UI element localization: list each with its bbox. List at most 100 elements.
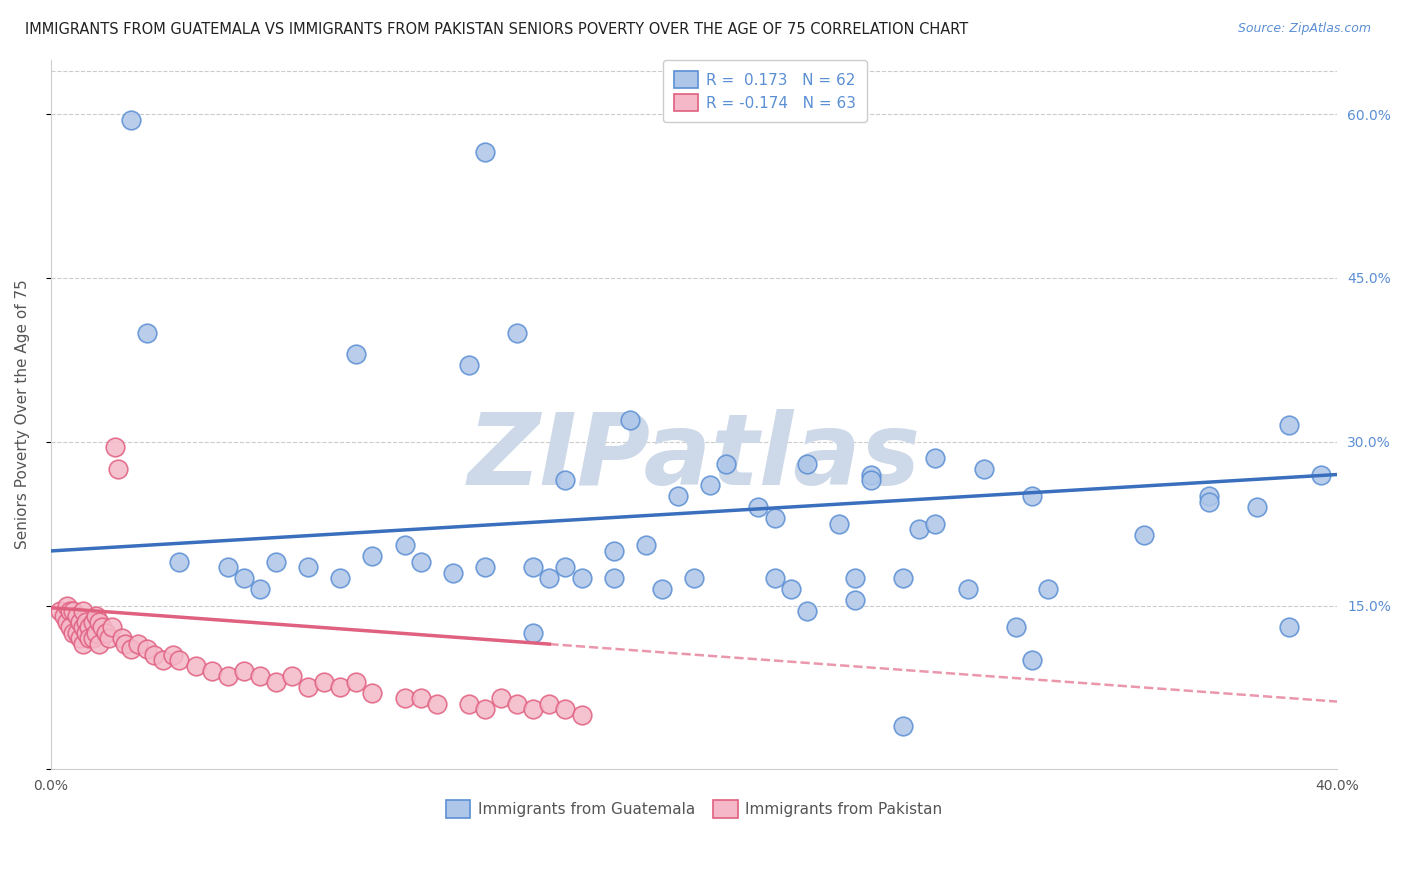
Point: [75, 625, 97, 640]
Point: [72, 604, 94, 618]
Point: [101, 620, 124, 634]
Point: [796, 457, 818, 471]
Point: [97, 632, 120, 646]
Point: [699, 478, 721, 492]
Point: [924, 451, 946, 466]
Point: [522, 625, 544, 640]
Point: [891, 571, 914, 585]
Point: [329, 571, 352, 585]
Point: [763, 571, 786, 585]
Point: [956, 582, 979, 596]
Point: [571, 571, 593, 585]
Text: Source: ZipAtlas.com: Source: ZipAtlas.com: [1237, 22, 1371, 36]
Point: [747, 500, 769, 515]
Point: [82, 632, 104, 646]
Point: [75, 615, 97, 629]
Point: [666, 489, 689, 503]
Point: [201, 664, 224, 678]
Point: [538, 571, 561, 585]
Point: [120, 642, 142, 657]
Point: [924, 516, 946, 531]
Point: [828, 516, 851, 531]
Point: [169, 555, 191, 569]
Point: [84, 609, 107, 624]
Point: [844, 571, 866, 585]
Point: [763, 511, 786, 525]
Point: [49, 604, 72, 618]
Point: [72, 637, 94, 651]
Point: [409, 555, 432, 569]
Point: [602, 571, 624, 585]
Point: [602, 544, 624, 558]
Point: [107, 462, 129, 476]
Point: [908, 522, 931, 536]
Point: [136, 642, 159, 657]
Point: [65, 625, 87, 640]
Point: [554, 473, 576, 487]
Point: [136, 326, 159, 340]
Point: [329, 681, 352, 695]
Point: [1198, 495, 1220, 509]
Point: [474, 145, 496, 160]
Point: [634, 539, 657, 553]
Point: [1036, 582, 1059, 596]
Point: [619, 413, 641, 427]
Point: [891, 718, 914, 732]
Point: [344, 347, 367, 361]
Point: [458, 697, 481, 711]
Point: [127, 637, 149, 651]
Point: [1021, 653, 1043, 667]
Point: [217, 669, 239, 683]
Point: [426, 697, 449, 711]
Point: [281, 669, 304, 683]
Legend: Immigrants from Guatemala, Immigrants from Pakistan: Immigrants from Guatemala, Immigrants fr…: [439, 793, 950, 825]
Point: [184, 658, 207, 673]
Point: [232, 664, 254, 678]
Point: [1004, 620, 1026, 634]
Point: [59, 604, 82, 618]
Point: [249, 669, 271, 683]
Point: [409, 691, 432, 706]
Point: [489, 691, 512, 706]
Point: [554, 702, 576, 716]
Point: [1310, 467, 1333, 482]
Y-axis label: Seniors Poverty Over the Age of 75: Seniors Poverty Over the Age of 75: [15, 279, 30, 549]
Point: [82, 615, 104, 629]
Text: IMMIGRANTS FROM GUATEMALA VS IMMIGRANTS FROM PAKISTAN SENIORS POVERTY OVER THE A: IMMIGRANTS FROM GUATEMALA VS IMMIGRANTS …: [25, 22, 969, 37]
Point: [91, 620, 114, 634]
Point: [1278, 620, 1301, 634]
Point: [114, 637, 136, 651]
Point: [120, 112, 142, 127]
Point: [87, 637, 110, 651]
Point: [1133, 527, 1156, 541]
Point: [217, 560, 239, 574]
Point: [571, 707, 593, 722]
Point: [361, 686, 384, 700]
Point: [162, 648, 184, 662]
Point: [344, 675, 367, 690]
Point: [860, 473, 883, 487]
Point: [169, 653, 191, 667]
Point: [62, 604, 84, 618]
Point: [264, 555, 287, 569]
Point: [94, 625, 117, 640]
Point: [538, 697, 561, 711]
Point: [554, 560, 576, 574]
Point: [110, 632, 132, 646]
Point: [72, 620, 94, 634]
Point: [79, 620, 101, 634]
Point: [314, 675, 336, 690]
Point: [474, 560, 496, 574]
Point: [297, 681, 319, 695]
Point: [860, 467, 883, 482]
Point: [458, 359, 481, 373]
Point: [394, 539, 416, 553]
Point: [52, 609, 75, 624]
Point: [779, 582, 801, 596]
Text: ZIPatlas: ZIPatlas: [468, 409, 921, 506]
Point: [249, 582, 271, 596]
Point: [474, 702, 496, 716]
Point: [1246, 500, 1268, 515]
Point: [87, 615, 110, 629]
Point: [1278, 418, 1301, 433]
